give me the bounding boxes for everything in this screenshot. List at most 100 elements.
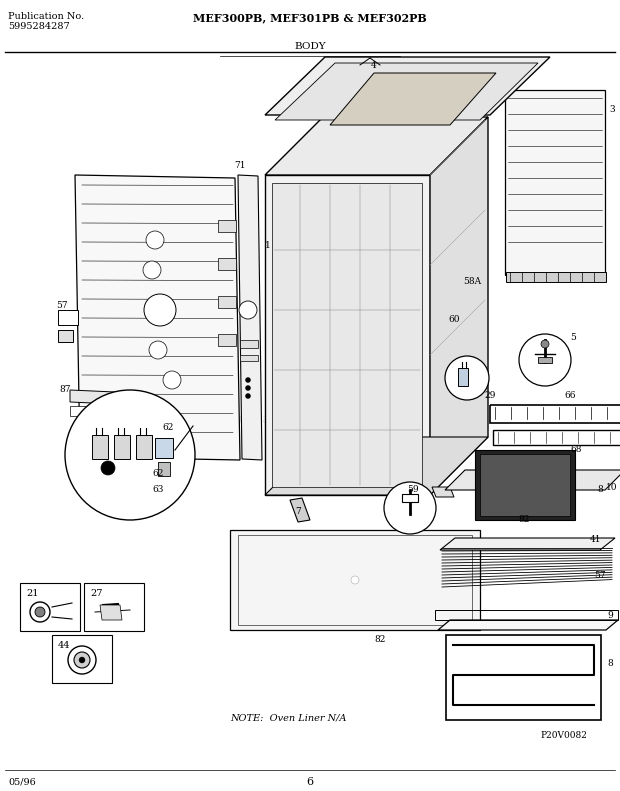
Text: 8: 8 (597, 486, 603, 494)
Text: NOTE:  Oven Liner N/A: NOTE: Oven Liner N/A (230, 713, 347, 722)
Text: 44: 44 (58, 641, 71, 650)
Text: 63: 63 (153, 486, 164, 494)
Polygon shape (265, 117, 488, 175)
Text: 71: 71 (234, 161, 246, 169)
Text: P20V0082: P20V0082 (540, 731, 587, 740)
Circle shape (541, 340, 549, 348)
Circle shape (146, 231, 164, 249)
Bar (506, 272, 606, 282)
Bar (92, 435, 108, 459)
Circle shape (101, 461, 115, 475)
Text: 87: 87 (60, 385, 71, 395)
Polygon shape (265, 437, 488, 495)
Circle shape (143, 261, 161, 279)
Text: 60: 60 (448, 316, 460, 324)
Bar (136, 435, 152, 459)
Bar (52, 635, 112, 683)
Polygon shape (330, 73, 496, 125)
Text: 29: 29 (484, 391, 495, 399)
Text: 3: 3 (609, 105, 615, 115)
Text: 6: 6 (306, 777, 314, 787)
Polygon shape (438, 620, 618, 630)
Polygon shape (430, 117, 488, 495)
Text: 82: 82 (518, 516, 529, 524)
Text: 66: 66 (564, 391, 576, 399)
Bar (402, 494, 418, 502)
Bar (218, 220, 236, 232)
Polygon shape (58, 310, 78, 325)
Bar (218, 258, 236, 270)
Bar (505, 90, 605, 275)
Text: 58A: 58A (463, 278, 481, 286)
Polygon shape (265, 57, 550, 115)
Polygon shape (58, 330, 73, 342)
Circle shape (246, 377, 250, 383)
Polygon shape (265, 175, 430, 495)
Text: 9: 9 (607, 611, 613, 619)
Text: 57: 57 (56, 301, 68, 309)
Polygon shape (272, 183, 422, 487)
Text: 62: 62 (153, 468, 164, 478)
Text: 82: 82 (374, 635, 386, 645)
Bar (538, 357, 552, 363)
Circle shape (79, 657, 85, 663)
Circle shape (35, 607, 45, 617)
Circle shape (68, 646, 96, 674)
Circle shape (239, 301, 257, 319)
Text: replacementparts.com: replacementparts.com (239, 414, 381, 426)
Text: 8: 8 (607, 658, 613, 668)
Polygon shape (275, 63, 538, 120)
Polygon shape (290, 498, 310, 522)
Circle shape (351, 576, 359, 584)
Text: MEF300PB, MEF301PB & MEF302PB: MEF300PB, MEF301PB & MEF302PB (193, 12, 427, 23)
Text: 5995284287: 5995284287 (8, 22, 69, 31)
Circle shape (519, 334, 571, 386)
Bar (155, 438, 173, 458)
Text: 4: 4 (371, 60, 377, 70)
Circle shape (144, 294, 176, 326)
Bar (218, 296, 236, 308)
Polygon shape (230, 530, 480, 630)
Text: Publication No.: Publication No. (8, 12, 84, 21)
Bar (218, 334, 236, 346)
Text: 57: 57 (594, 572, 606, 581)
Circle shape (445, 356, 489, 400)
Polygon shape (70, 406, 100, 416)
Circle shape (30, 602, 50, 622)
Circle shape (65, 390, 195, 520)
Polygon shape (238, 175, 262, 460)
Circle shape (74, 652, 90, 668)
Text: 27: 27 (90, 589, 102, 598)
Text: BODY: BODY (294, 42, 326, 51)
Circle shape (246, 393, 250, 399)
Circle shape (246, 385, 250, 391)
Circle shape (384, 482, 436, 534)
Text: 1: 1 (265, 240, 271, 249)
Bar (84, 583, 144, 631)
Bar (158, 462, 170, 476)
Polygon shape (445, 470, 620, 490)
Bar (458, 368, 468, 386)
Polygon shape (432, 487, 454, 497)
Circle shape (149, 341, 167, 359)
Text: 7: 7 (295, 508, 301, 517)
Text: 68: 68 (570, 445, 582, 455)
Text: 05/96: 05/96 (8, 778, 36, 786)
Polygon shape (100, 605, 122, 620)
Text: 21: 21 (26, 589, 38, 598)
Bar (114, 435, 130, 459)
Text: 5: 5 (570, 334, 576, 343)
Polygon shape (70, 390, 115, 404)
Text: 41: 41 (590, 536, 602, 544)
Bar (475, 450, 575, 520)
Text: 62: 62 (162, 422, 174, 432)
Bar (240, 340, 258, 348)
Circle shape (163, 371, 181, 389)
Text: 59: 59 (407, 486, 419, 494)
Bar (480, 454, 570, 516)
Polygon shape (75, 175, 240, 460)
Text: 10: 10 (606, 483, 618, 493)
Polygon shape (440, 538, 615, 550)
Bar (240, 355, 258, 361)
Bar (20, 583, 80, 631)
